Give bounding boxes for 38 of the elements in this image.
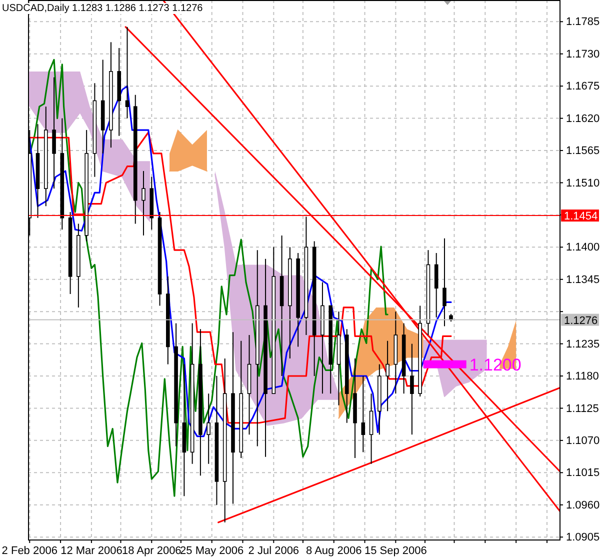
y-tick-label: 1.1620 xyxy=(566,112,600,125)
y-tick-label: 1.1730 xyxy=(566,48,600,60)
candlestick xyxy=(386,340,390,412)
annotation: 1.1200 xyxy=(469,355,522,374)
y-tick-label: 1.1510 xyxy=(566,177,600,190)
y-tick-label: 1.1015 xyxy=(566,467,600,480)
candlestick xyxy=(410,343,414,436)
candlestick xyxy=(361,376,366,453)
y-tick-label: 1.0905 xyxy=(566,532,600,544)
y-tick-label: 1.1785 xyxy=(566,16,600,28)
line-series xyxy=(28,58,388,497)
y-tick-label: 1.1180 xyxy=(566,370,599,383)
chart-title: USDCAD,Daily 1.1283 1.1286 1.1273 1.1276 xyxy=(2,3,204,14)
candlestick xyxy=(142,170,146,236)
y-tick-label: 1.0960 xyxy=(566,499,600,512)
candlestick xyxy=(206,393,210,464)
y-tick-label: 1.1565 xyxy=(566,145,600,158)
x-tick-label: 2 Feb 2006 xyxy=(2,544,58,557)
y-tick-label: 1.1400 xyxy=(566,242,600,254)
candlestick xyxy=(125,26,130,119)
candlestick xyxy=(369,393,374,464)
candlestick xyxy=(52,76,56,190)
ref-line-label: 1.1276 xyxy=(564,314,598,327)
x-tick-label: 8 Aug 2006 xyxy=(306,544,362,557)
candlestick xyxy=(434,252,438,318)
y-tick-label: 1.1070 xyxy=(566,434,600,447)
x-tick-label: 18 Apr 2006 xyxy=(122,544,182,557)
candlestick xyxy=(442,238,446,327)
y-tick-label: 1.1235 xyxy=(566,338,600,350)
y-tick-label: 1.1125 xyxy=(566,402,599,415)
y-tick-label: 1.1345 xyxy=(566,274,600,286)
x-tick-label: 2 Jul 2006 xyxy=(248,544,300,557)
ref-line-label: 1.1454 xyxy=(564,210,598,223)
x-tick-label: 12 Mar 2006 xyxy=(60,544,122,557)
x-tick-label: 25 May 2006 xyxy=(180,544,244,557)
line-series xyxy=(28,85,452,438)
y-tick-label: 1.1675 xyxy=(566,80,600,93)
x-tick-label: 15 Sep 2006 xyxy=(364,544,427,557)
